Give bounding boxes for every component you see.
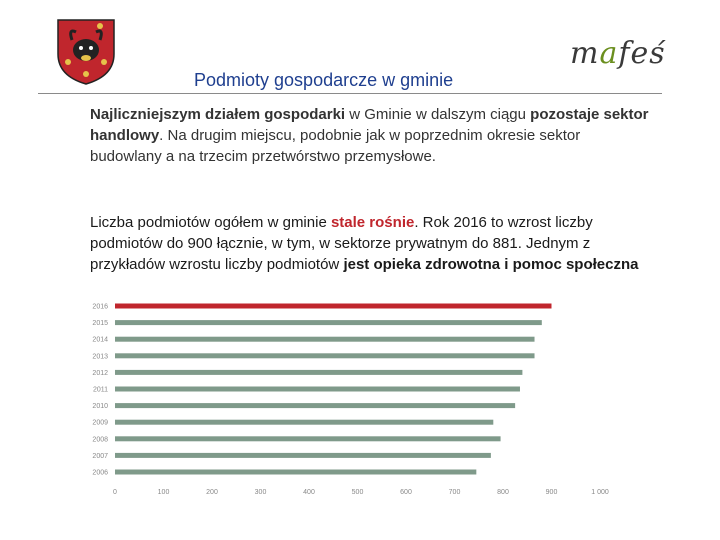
title-divider	[38, 93, 662, 94]
bar-2012	[115, 369, 523, 375]
y-tick-label: 2007	[92, 453, 108, 460]
x-tick-label: 400	[303, 489, 315, 496]
x-tick-label: 300	[255, 489, 267, 496]
bar-2007	[115, 452, 491, 458]
bar-2014	[115, 336, 535, 342]
coat-of-arms-icon	[57, 19, 115, 85]
x-tick-label: 800	[497, 489, 509, 496]
x-tick-label: 700	[449, 489, 461, 496]
paragraph-growth: Liczba podmiotów ogółem w gminie stale r…	[90, 214, 639, 273]
y-tick-label: 2008	[92, 436, 108, 443]
bar-2011	[115, 386, 520, 392]
bar-2010	[115, 403, 516, 409]
x-tick-label: 900	[546, 489, 558, 496]
x-tick-label: 0	[113, 489, 117, 496]
bar-chart: 2016201520142013201220112010200920082007…	[92, 303, 609, 496]
paragraph-sectors: Najliczniejszym działem gospodarki w Gmi…	[90, 106, 649, 165]
mafes-logo: mafeś	[570, 36, 666, 71]
y-tick-label: 2013	[92, 353, 108, 360]
bar-2015	[115, 320, 542, 326]
y-tick-label: 2014	[92, 337, 108, 344]
y-tick-label: 2006	[92, 470, 108, 477]
y-tick-label: 2009	[92, 420, 108, 427]
bar-2006	[115, 469, 477, 475]
y-tick-label: 2015	[92, 320, 108, 327]
y-tick-label: 2012	[92, 370, 108, 377]
x-tick-label: 100	[158, 489, 170, 496]
x-tick-label: 1 000	[591, 489, 609, 496]
x-tick-label: 200	[206, 489, 218, 496]
y-tick-label: 2016	[92, 304, 108, 311]
y-tick-label: 2011	[93, 387, 108, 394]
x-tick-label: 500	[352, 489, 364, 496]
page-title: Podmioty gospodarcze w gminie	[194, 70, 454, 90]
x-tick-label: 600	[400, 489, 412, 496]
bar-2008	[115, 436, 501, 442]
bar-2016	[115, 303, 552, 309]
y-tick-label: 2010	[92, 403, 108, 410]
bar-2009	[115, 419, 494, 425]
bar-2013	[115, 353, 535, 359]
